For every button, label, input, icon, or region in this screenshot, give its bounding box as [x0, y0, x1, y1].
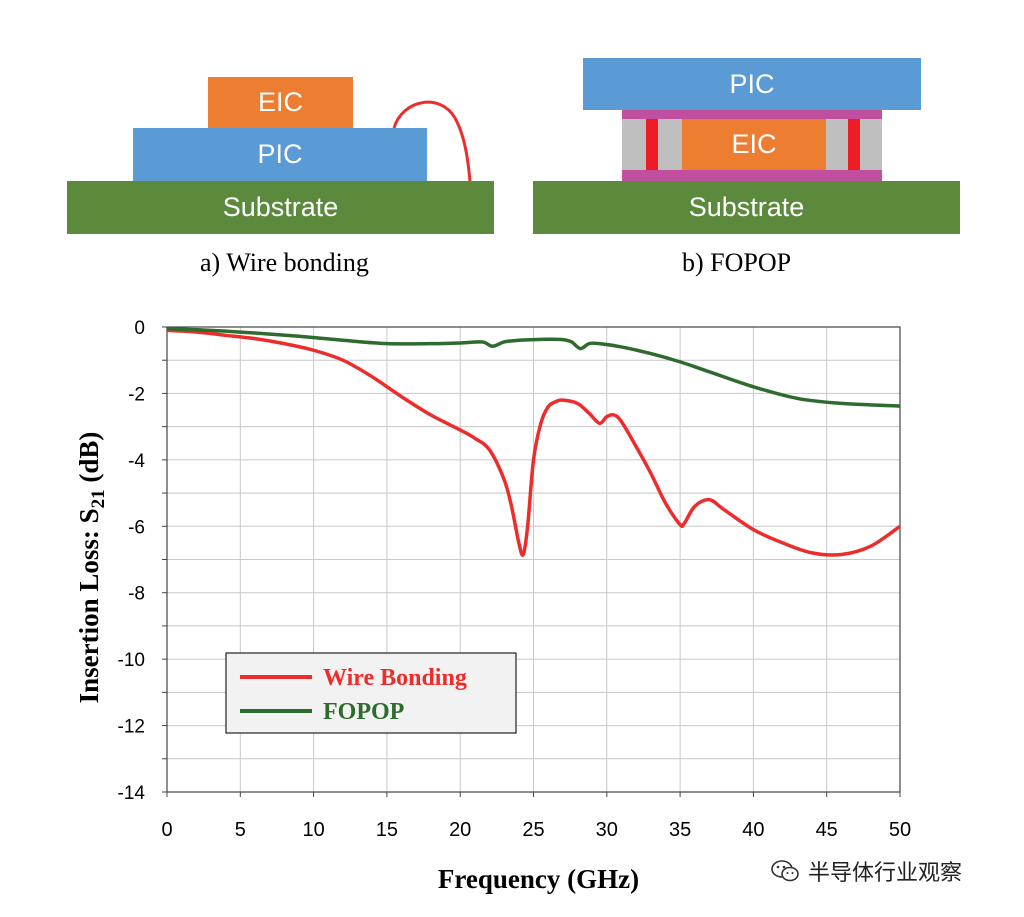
y-tick-label: -2 — [128, 384, 145, 405]
via-left — [646, 119, 658, 170]
y-tick-label: -6 — [128, 517, 145, 538]
diagram-wire-bonding: Substrate PIC EIC a) Wire bonding — [0, 0, 512, 290]
via-right — [848, 119, 860, 170]
y-axis-label-unit: (dB) — [74, 432, 104, 490]
x-tick-label: 25 — [522, 819, 544, 841]
y-tick-label: -10 — [118, 650, 145, 671]
substrate-block: Substrate — [67, 181, 494, 234]
eic-block: EIC — [682, 119, 826, 170]
x-tick-label: 15 — [376, 819, 398, 841]
x-tick-label: 20 — [449, 819, 471, 841]
x-tick-label: 0 — [161, 819, 172, 841]
series-line-wire-bonding — [166, 328, 902, 557]
rdl-top-layer — [622, 110, 882, 119]
legend-box — [225, 652, 517, 734]
y-tick-label: -8 — [128, 584, 145, 605]
substrate-block: Substrate — [533, 181, 960, 234]
y-tick-label: 0 — [134, 318, 145, 339]
y-axis-label-sub: 21 — [88, 489, 109, 508]
y-tick-label: -12 — [118, 717, 145, 738]
pic-block: PIC — [583, 58, 921, 110]
x-tick-label: 30 — [596, 819, 618, 841]
y-axis-label: Insertion Loss: S21 (dB) — [74, 432, 109, 704]
watermark-text: 半导体行业观察 — [808, 861, 963, 886]
legend-label: Wire Bonding — [323, 665, 467, 691]
series-line-fopop — [166, 326, 901, 408]
legend-label: FOPOP — [323, 699, 404, 725]
x-axis-label: Frequency (GHz) — [438, 864, 639, 894]
pic-block: PIC — [133, 128, 427, 181]
rdl-bottom-layer — [622, 170, 882, 181]
x-tick-label: 40 — [742, 819, 764, 841]
y-tick-label: -4 — [128, 451, 145, 472]
x-tick-label: 45 — [816, 819, 838, 841]
diagram-fopop: Substrate EIC PIC b) FOPOP — [0, 0, 1024, 290]
eic-block: EIC — [208, 77, 353, 128]
wechat-icon — [771, 860, 799, 882]
caption-b: b) FOPOP — [682, 248, 792, 277]
watermark: 半导体行业观察 — [770, 855, 962, 887]
y-tick-label: -14 — [118, 783, 146, 804]
y-axis-label-main: Insertion Loss: S — [74, 508, 104, 703]
bond-wire — [392, 100, 472, 182]
x-tick-label: 50 — [889, 819, 911, 841]
x-tick-label: 35 — [669, 819, 691, 841]
x-tick-label: 10 — [302, 819, 324, 841]
caption-a: a) Wire bonding — [200, 248, 369, 277]
x-tick-label: 5 — [235, 819, 246, 841]
